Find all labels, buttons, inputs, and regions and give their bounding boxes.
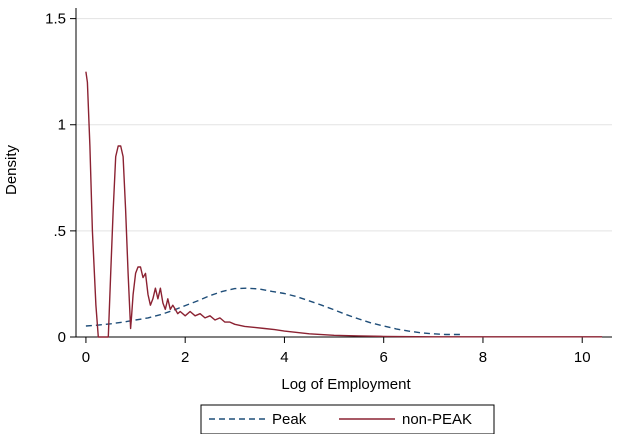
y-tick-label: 1.5 [45, 11, 66, 28]
x-tick-label: 8 [479, 349, 487, 366]
legend: Peak non-PEAK [200, 404, 495, 434]
series-line-peak [85, 287, 464, 336]
y-tick-label: 1 [58, 117, 66, 134]
axes: 0 .5 1 1.5 0 2 4 6 8 10 [45, 8, 612, 366]
y-tick-label: .5 [53, 223, 66, 240]
y-axis-title: Density [3, 144, 20, 195]
x-tick-label: 0 [82, 349, 90, 366]
series-layer [85, 71, 603, 338]
x-tick-label: 6 [380, 349, 388, 366]
x-tick-label: 10 [574, 349, 591, 366]
y-tick-label: 0 [58, 329, 66, 346]
x-tick-label: 4 [280, 349, 288, 366]
x-tick-label: 2 [181, 349, 189, 366]
legend-label: non-PEAK [402, 411, 472, 428]
legend-label: Peak [272, 411, 307, 428]
x-axis-title: Log of Employment [281, 376, 411, 393]
series-line-non-peak [85, 71, 603, 338]
